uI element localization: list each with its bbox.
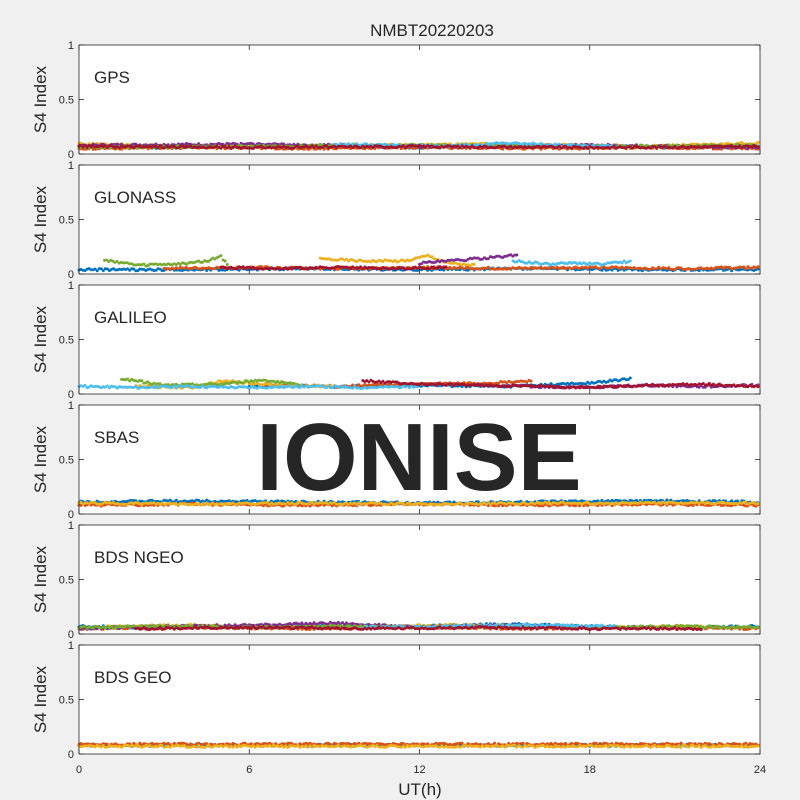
data-point [756, 140, 760, 144]
plot-area [79, 285, 760, 394]
plot-area [79, 45, 760, 154]
panel-label: GALILEO [94, 308, 167, 327]
y-tick-label: 0.5 [59, 215, 74, 227]
panel-label: GPS [94, 68, 130, 87]
data-point [132, 142, 136, 146]
y-tick-label: 0.5 [59, 95, 74, 107]
data-point [628, 376, 632, 380]
data-point [628, 259, 632, 263]
data-point [448, 142, 452, 146]
panel-label: GLONASS [94, 188, 176, 207]
data-point [756, 385, 760, 389]
y-tick-label: 1 [68, 40, 74, 52]
data-point [223, 259, 227, 263]
data-point [197, 142, 201, 146]
data-point [746, 146, 750, 150]
y-axis-label: S4 Index [31, 185, 50, 253]
y-tick-label: 0.5 [59, 335, 74, 347]
data-point [529, 379, 533, 383]
data-point [756, 145, 760, 149]
figure-title: NMBT20220203 [370, 21, 494, 40]
data-point [756, 265, 760, 269]
data-point [219, 254, 223, 258]
y-axis-label: S4 Index [31, 65, 50, 133]
data-point [444, 265, 448, 269]
data-point [472, 262, 476, 266]
data-point [140, 379, 144, 383]
data-point [501, 147, 505, 151]
y-axis-label: S4 Index [31, 305, 50, 373]
data-point [740, 141, 744, 144]
y-tick-label: 1 [68, 280, 74, 292]
data-point [225, 263, 229, 266]
data-point [515, 253, 519, 257]
y-tick-label: 1 [68, 160, 74, 172]
